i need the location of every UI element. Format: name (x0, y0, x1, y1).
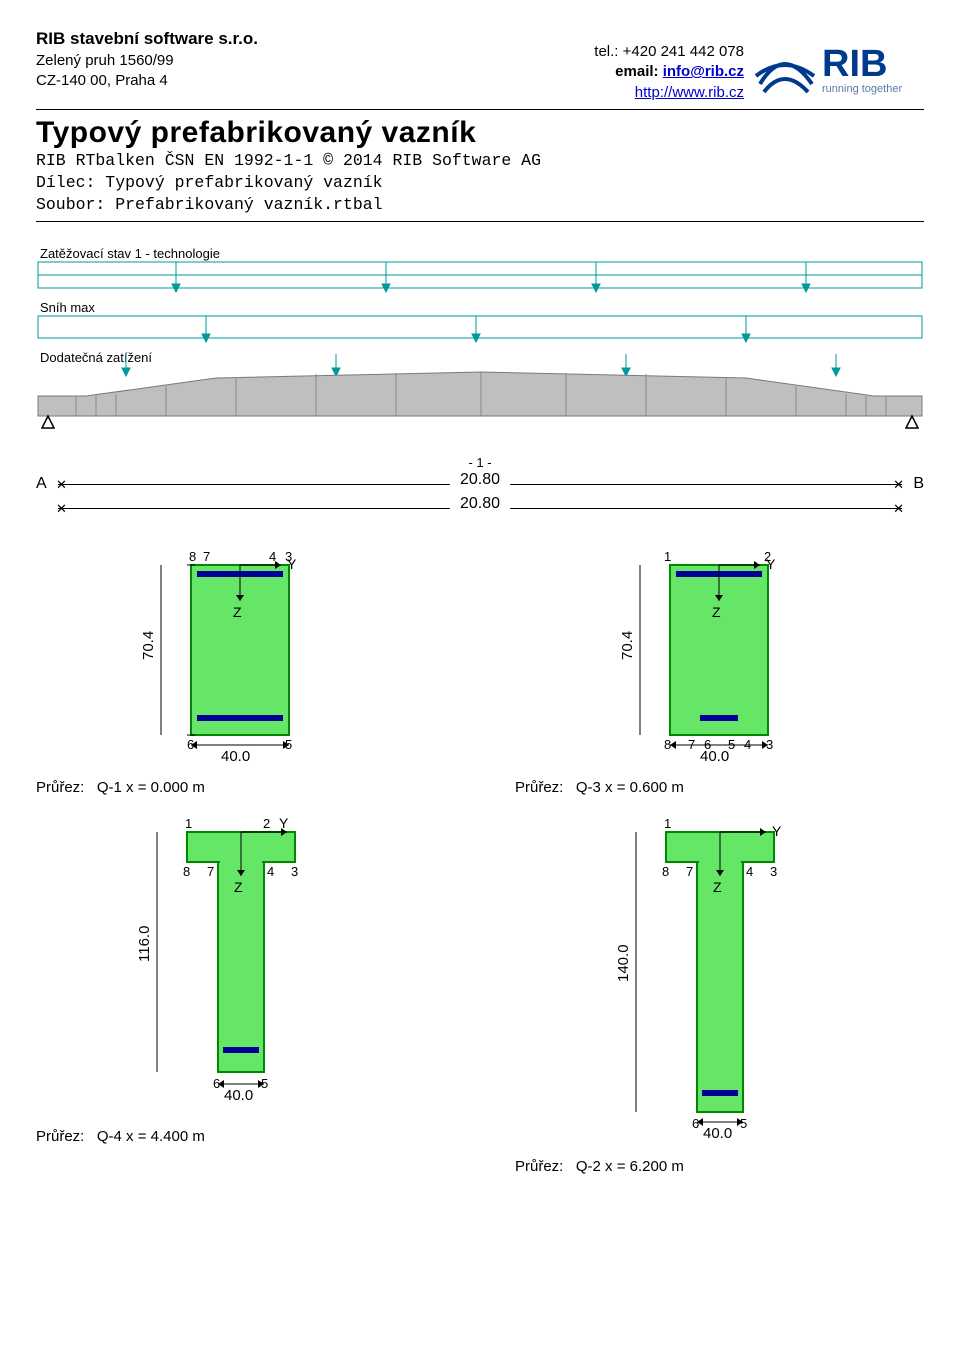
span-arrows-1: - 1 - ✕✕ 20.80 (58, 473, 902, 495)
load2-label: Sníh max (40, 300, 95, 315)
svg-text:5: 5 (740, 1116, 747, 1131)
subtitle-1: RIB RTbalken ČSN EN 1992-1-1 © 2014 RIB … (36, 150, 924, 172)
span-arrows-2: ✕✕ 20.80 (58, 497, 902, 519)
q3-width: 40.0 (700, 748, 729, 765)
tel: tel.: +420 241 442 078 (594, 42, 744, 62)
svg-text:Z: Z (234, 879, 243, 895)
svg-text:1: 1 (185, 816, 192, 831)
q3-cap-label: Průřez: (515, 779, 563, 796)
subtitle-3: Soubor: Prefabrikovaný vazník.rtbal (36, 194, 924, 216)
svg-text:7: 7 (686, 864, 693, 879)
svg-text:3: 3 (291, 864, 298, 879)
title-block: Typový prefabrikovaný vazník RIB RTbalke… (36, 116, 924, 222)
q1-height: 70.4 (140, 630, 157, 659)
span-row-2: ✕✕ 20.80 (36, 497, 924, 519)
q2-width: 40.0 (703, 1125, 732, 1142)
beam-elevation: Zatěžovací stav 1 - technologie Sníh max… (36, 246, 924, 519)
load3-label: Dodatečná zatížení (40, 350, 152, 365)
page-title: Typový prefabrikovaný vazník (36, 116, 924, 150)
section-q3: Y Z 12 87 65 43 70.4 40.0 Průřez: Q-3 x … (515, 545, 924, 796)
q3-cap-val: Q-3 x = 0.600 m (576, 779, 684, 796)
load1-label: Zatěžovací stav 1 - technologie (40, 246, 220, 261)
svg-text:2: 2 (764, 549, 771, 564)
email-link[interactable]: info@rib.cz (663, 63, 744, 80)
svg-text:Z: Z (713, 879, 722, 895)
svg-text:Y: Y (772, 823, 782, 839)
section-q1: Y Z 87 43 65 70.4 40.0 (36, 545, 445, 796)
cross-sections: Y Z 87 43 65 70.4 40.0 (36, 545, 924, 1175)
q4-height: 116.0 (136, 925, 153, 961)
svg-text:4: 4 (269, 549, 276, 564)
svg-text:3: 3 (285, 549, 292, 564)
logo-subtext: running together (822, 83, 902, 95)
support-b: B (902, 475, 924, 493)
rib-logo: RIB running together (754, 36, 924, 100)
svg-text:6: 6 (692, 1116, 699, 1131)
q3-height: 70.4 (619, 630, 636, 659)
svg-text:4: 4 (746, 864, 753, 879)
subtitle-2: Dílec: Typový prefabrikovaný vazník (36, 172, 924, 194)
total-value: 20.80 (450, 495, 510, 513)
company-block: RIB stavební software s.r.o. Zelený pruh… (36, 28, 258, 91)
span-row-1: A - 1 - ✕✕ 20.80 B (36, 473, 924, 495)
svg-text:Y: Y (279, 815, 289, 831)
company-name: RIB stavební software s.r.o. (36, 28, 258, 51)
q4-width: 40.0 (224, 1087, 253, 1104)
logo-text: RIB (822, 43, 887, 85)
company-addr1: Zelený pruh 1560/99 (36, 51, 258, 71)
q2-height: 140.0 (615, 944, 632, 982)
section-q4: Y Z 12 87 43 65 116.0 40.0 Průřez: Q-4 (36, 814, 445, 1175)
email-label: email: (615, 63, 663, 80)
svg-text:3: 3 (770, 864, 777, 879)
svg-text:4: 4 (267, 864, 274, 879)
svg-text:8: 8 (183, 864, 190, 879)
section-q2: Y Z 1 8 7 4 3 6 5 140.0 40.0 Průřez: Q-2 x … (515, 814, 924, 1175)
svg-text:Z: Z (712, 604, 721, 620)
contact-block: tel.: +420 241 442 078 email: info@rib.c… (594, 42, 744, 103)
q2-cap-val: Q-2 x = 6.200 m (576, 1158, 684, 1175)
svg-text:2: 2 (263, 816, 270, 831)
svg-text:1: 1 (664, 816, 671, 831)
q2-cap-label: Průřez: (515, 1158, 563, 1175)
svg-text:7: 7 (207, 864, 214, 879)
svg-text:8: 8 (662, 864, 669, 879)
q1-cap-label: Průřez: (36, 779, 84, 796)
company-addr2: CZ-140 00, Praha 4 (36, 71, 258, 91)
svg-text:7: 7 (203, 549, 210, 564)
q1-cap-val: Q-1 x = 0.000 m (97, 779, 205, 796)
page-header: RIB stavební software s.r.o. Zelený pruh… (36, 28, 924, 110)
span-value: 20.80 (450, 471, 510, 489)
support-a: A (36, 475, 58, 493)
q4-cap-label: Průřez: (36, 1128, 84, 1145)
span-tag: - 1 - (58, 455, 902, 470)
beam-shape (38, 372, 922, 416)
q1-width: 40.0 (221, 748, 250, 765)
q4-cap-val: Q-4 x = 4.400 m (97, 1128, 205, 1145)
svg-text:1: 1 (664, 549, 671, 564)
svg-text:Z: Z (233, 604, 242, 620)
svg-text:8: 8 (189, 549, 196, 564)
web-link[interactable]: http://www.rib.cz (635, 84, 744, 101)
